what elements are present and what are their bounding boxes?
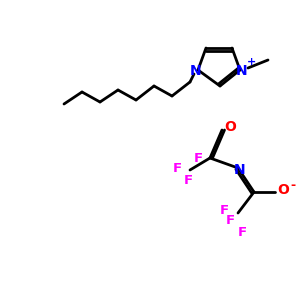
Text: F: F [173,161,181,175]
Text: +: + [247,57,257,67]
Text: O: O [224,120,236,134]
Text: N: N [190,64,202,78]
Text: F: F [193,151,203,165]
Text: N: N [236,64,248,78]
Text: N: N [234,163,246,177]
Text: -: - [290,178,296,191]
Text: F: F [226,215,235,228]
Text: O: O [277,183,289,197]
Text: F: F [237,226,247,240]
Text: F: F [183,173,192,186]
Text: F: F [219,205,229,218]
